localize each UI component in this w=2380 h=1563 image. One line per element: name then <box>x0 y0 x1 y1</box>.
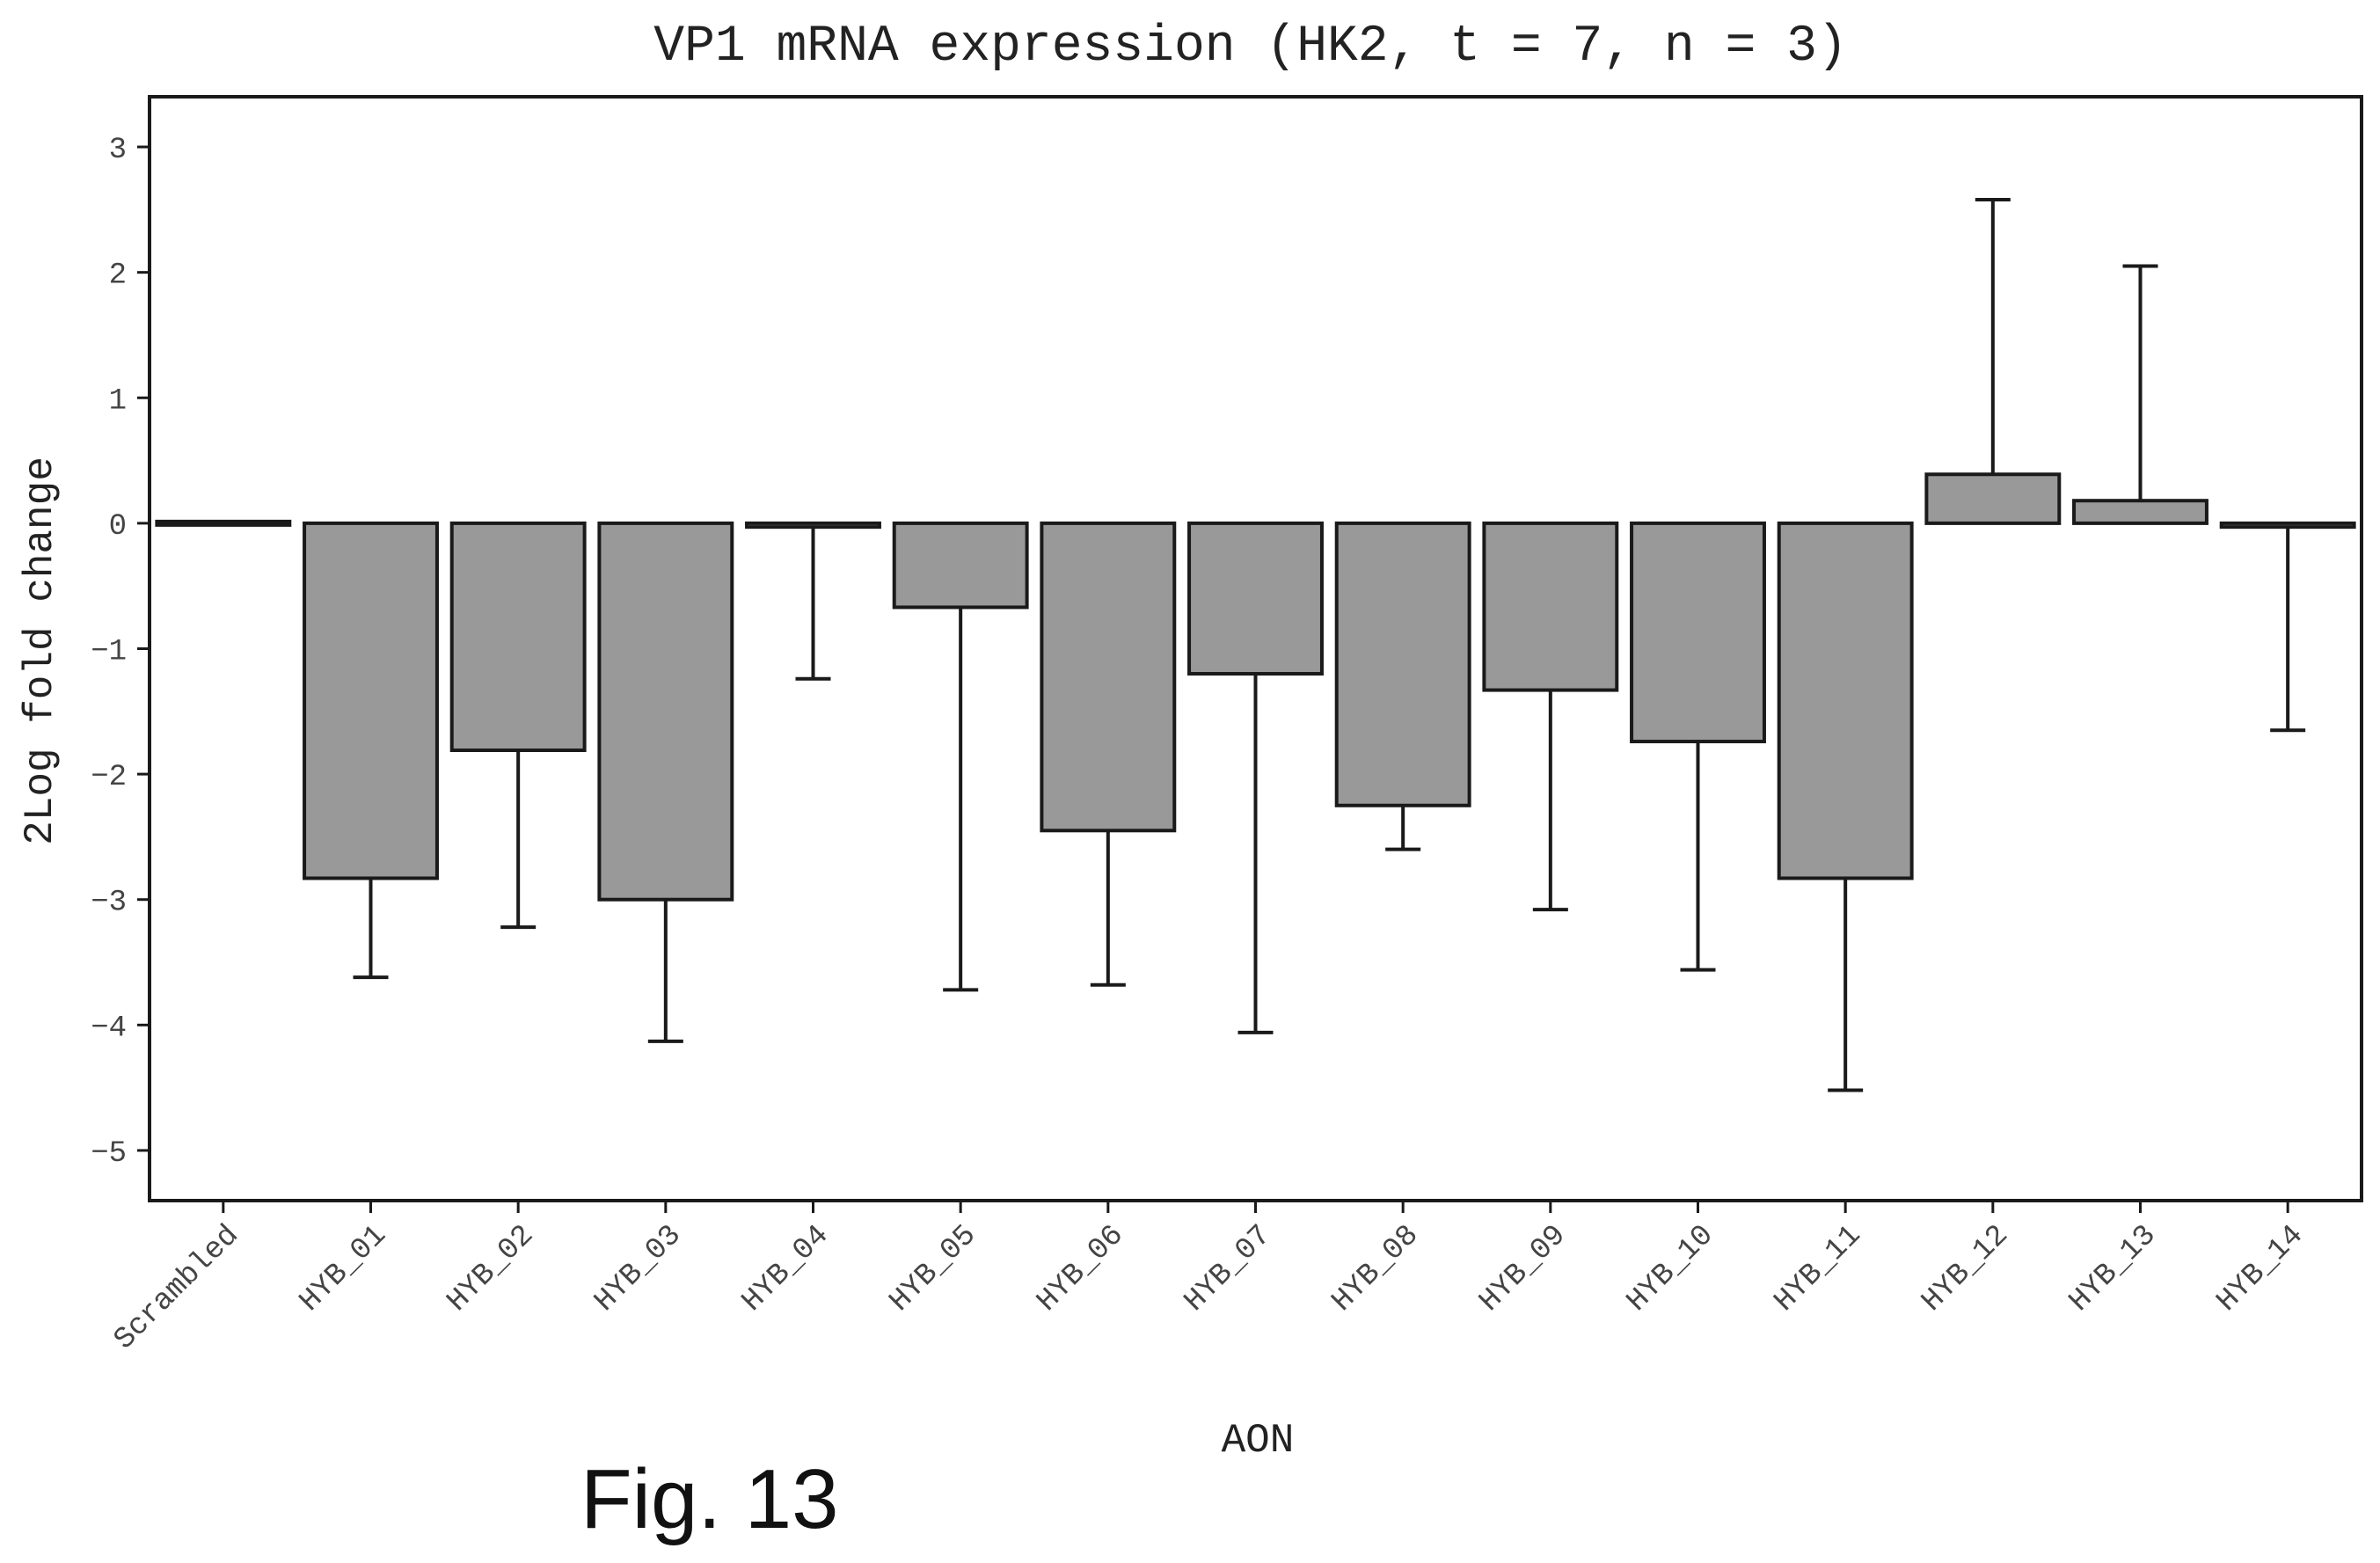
bars <box>155 472 2356 902</box>
error-bars <box>353 197 2306 1092</box>
bar-hyb-10 <box>1630 521 1766 744</box>
bar-scrambled <box>155 519 292 527</box>
x-tick-label: HYB_02 <box>442 1219 541 1318</box>
x-tick-label: HYB_06 <box>1031 1219 1130 1318</box>
y-tick-label: 2 <box>109 259 127 293</box>
bar-hyb-09 <box>1482 521 1619 692</box>
bar-hyb-03 <box>597 521 734 902</box>
x-tick-label: HYB_14 <box>2211 1219 2311 1318</box>
x-tick-label: HYB_01 <box>294 1219 393 1318</box>
y-tick-label: −4 <box>91 1012 127 1045</box>
figure-label: Fig. 13 <box>580 1452 839 1546</box>
y-tick-label: −5 <box>91 1137 127 1171</box>
y-axis: 3 2 1 0 −1 −2 −3 −4 −5 <box>91 134 150 1171</box>
x-tick-label: HYB_07 <box>1179 1219 1278 1318</box>
y-tick-label: −1 <box>91 636 127 669</box>
x-tick-label: HYB_03 <box>588 1219 688 1318</box>
x-tick-label: HYB_08 <box>1326 1219 1426 1318</box>
bar-hyb-01 <box>303 521 439 880</box>
x-axis-label: AON <box>1222 1418 1295 1464</box>
x-tick-label: HYB_11 <box>1769 1219 1868 1318</box>
y-tick-label: 1 <box>109 384 127 418</box>
chart-title: VP1 mRNA expression (HK2, t = 7, n = 3) <box>653 18 1847 76</box>
y-axis-label: 2Log fold change <box>18 456 63 845</box>
bar-hyb-07 <box>1187 521 1324 676</box>
x-tick-label: HYB_12 <box>1916 1219 2015 1318</box>
bar-hyb-05 <box>892 521 1029 610</box>
x-axis: Scrambled HYB_01 HYB_02 HYB_03 HYB_04 HYB_05 H… <box>108 1201 2311 1357</box>
x-tick-label: HYB_10 <box>1621 1219 1720 1318</box>
x-tick-label: Scrambled <box>108 1219 246 1357</box>
x-tick-label: HYB_09 <box>1473 1219 1573 1318</box>
bar-hyb-04 <box>745 521 881 530</box>
y-tick-label: −2 <box>91 761 127 794</box>
x-tick-label: HYB_05 <box>884 1219 983 1318</box>
x-tick-label: HYB_13 <box>2063 1219 2163 1318</box>
bar-hyb-08 <box>1334 521 1471 807</box>
y-tick-label: 0 <box>109 510 127 544</box>
bar-hyb-12 <box>1924 472 2062 525</box>
y-tick-label: −3 <box>91 887 127 920</box>
bar-hyb-14 <box>2219 521 2356 530</box>
y-tick-label: 3 <box>109 134 127 167</box>
bar-hyb-02 <box>449 521 587 753</box>
bar-hyb-11 <box>1777 521 1914 880</box>
bar-hyb-06 <box>1040 521 1177 833</box>
x-tick-label: HYB_04 <box>736 1219 836 1318</box>
bar-hyb-13 <box>2072 499 2208 525</box>
